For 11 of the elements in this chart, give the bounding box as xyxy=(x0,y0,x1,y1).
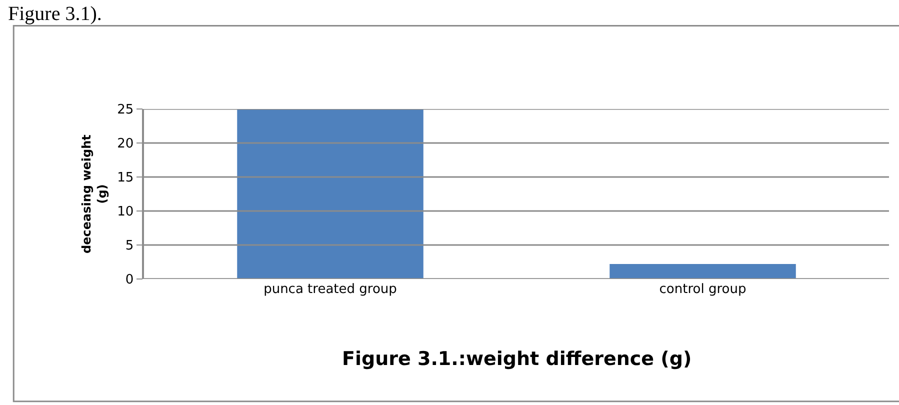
x-tick-label: control group xyxy=(659,282,746,297)
y-tick-label: 25 xyxy=(117,102,134,118)
y-tick-label: 5 xyxy=(125,238,134,254)
y-axis-title: deceasing weight (g) xyxy=(79,134,109,254)
y-tick-label: 10 xyxy=(117,204,134,220)
x-tick-label: punca treated group xyxy=(264,282,397,297)
y-tick-label: 20 xyxy=(117,136,134,152)
text: Figure 3.1.:weight difference (g) xyxy=(342,348,692,370)
y-tick-label: 15 xyxy=(117,170,134,186)
caption: Figure 3.1). xyxy=(8,3,102,25)
y-tick-label: 0 xyxy=(125,272,134,288)
